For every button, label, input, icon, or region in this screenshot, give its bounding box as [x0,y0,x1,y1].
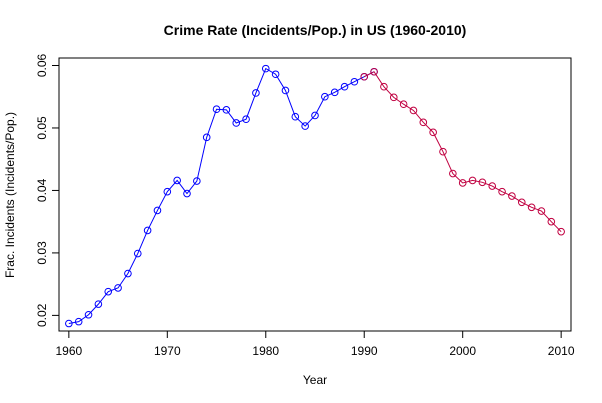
data-point-1962 [84,310,93,319]
series-layer [65,64,565,328]
x-axis-label: Year [303,373,327,387]
data-point-2005 [508,192,516,200]
x-tick-label-1960: 1960 [55,344,82,358]
x-tick-label-2000: 2000 [449,344,476,358]
data-point-1992 [380,82,388,91]
data-point-2003 [488,182,497,190]
y-tick-label-0.02: 0.02 [35,303,49,327]
data-point-1993 [389,93,398,102]
data-point-1984 [301,122,309,130]
data-point-1988 [340,82,349,91]
data-point-1994 [399,100,408,109]
data-point-2009 [547,217,556,226]
series-2 [360,67,565,236]
data-point-2002 [478,178,487,187]
data-point-1974 [202,133,211,142]
data-point-1970 [163,187,172,196]
data-point-2000 [458,179,467,187]
x-tick-label-1970: 1970 [154,344,181,358]
y-tick-label-0.06: 0.06 [35,53,49,77]
series-1 [65,64,378,328]
data-point-1995 [409,106,418,115]
data-point-1981 [271,70,280,79]
y-tick-label-0.03: 0.03 [35,241,49,265]
data-point-1998 [439,147,447,156]
data-point-1969 [153,206,162,215]
data-point-1979 [252,89,260,97]
data-point-1980 [261,64,270,73]
data-point-1982 [281,86,290,95]
data-point-1977 [232,119,241,127]
data-point-2007 [527,203,536,212]
data-point-2004 [498,187,506,196]
data-point-1987 [330,88,339,97]
data-point-1985 [311,111,319,120]
data-point-1966 [124,269,132,278]
data-point-1960 [65,319,73,328]
data-point-1990 [360,72,369,81]
data-point-1965 [114,284,122,292]
data-point-1975 [212,105,221,114]
series-2-line [364,71,562,233]
y-tick-label-0.04: 0.04 [35,178,49,202]
data-point-1999 [449,169,457,178]
series-1-line [68,67,375,324]
y-axis-label: Frac. Incidents (Incidents/Pop.) [3,112,17,278]
data-point-1983 [291,112,300,121]
data-point-2001 [468,176,477,185]
data-point-1967 [133,249,142,258]
x-tick-label-1980: 1980 [252,344,279,358]
data-point-1986 [321,92,329,101]
data-point-1978 [242,115,250,124]
data-point-1976 [222,106,231,114]
data-point-1972 [183,189,191,198]
data-point-2010 [557,227,565,236]
data-point-2006 [517,198,526,207]
data-point-2008 [537,207,546,215]
data-point-1997 [429,128,437,137]
data-point-1973 [193,177,201,185]
data-point-1989 [350,77,359,86]
plot-frame [58,57,572,332]
data-point-1964 [104,287,113,296]
chart-title: Crime Rate (Incidents/Pop.) in US (1960-… [164,22,467,38]
data-point-1961 [74,317,83,326]
y-tick-label-0.05: 0.05 [35,116,49,140]
data-point-1991 [370,67,378,76]
x-axis: 1960 1970 1980 1990 2000 2010 [55,331,575,358]
data-point-1963 [94,300,103,308]
data-point-1996 [419,118,428,127]
data-point-1971 [173,176,181,185]
x-tick-label-2010: 2010 [548,344,575,358]
y-axis: 0.02 0.03 0.04 0.05 0.06 [35,53,59,327]
x-tick-label-1990: 1990 [351,344,378,358]
data-point-1968 [143,226,152,235]
